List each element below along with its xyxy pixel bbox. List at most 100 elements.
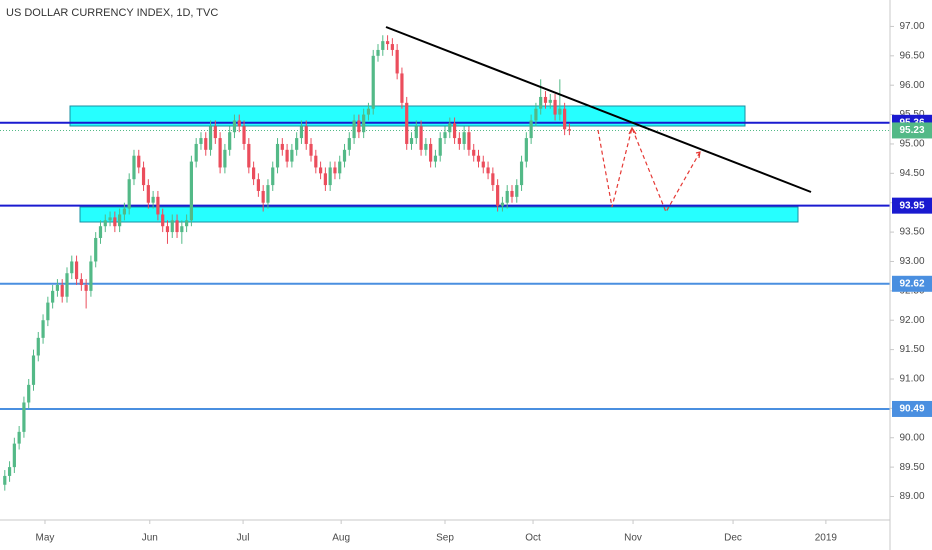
candle-body [400, 73, 404, 103]
candle-body [429, 143, 433, 162]
support-zone [79, 206, 799, 223]
candle-body [218, 138, 222, 168]
level-tag [892, 197, 932, 214]
candle-body [476, 155, 481, 162]
candle-body [228, 132, 232, 150]
candle-body [510, 190, 514, 197]
candle-body [314, 155, 318, 168]
candle-body [199, 138, 203, 144]
candle-body [328, 167, 332, 186]
candle-body [500, 202, 505, 206]
candle-body [433, 155, 438, 162]
x-tick-label: Nov [624, 533, 642, 544]
candle-body [381, 41, 385, 50]
candle-body [151, 196, 155, 203]
candle-body [237, 120, 241, 127]
y-tick-label: 93.00 [899, 256, 924, 267]
projection-path [597, 126, 701, 214]
candle-body [304, 126, 308, 144]
candle-body [189, 161, 193, 221]
candle-body [376, 49, 380, 56]
y-tick-label: 89.00 [899, 491, 924, 502]
candle-body [543, 96, 548, 103]
candle-body [352, 120, 356, 139]
candle-body [414, 126, 418, 139]
x-tick-label: Oct [525, 533, 541, 544]
candle-body [180, 226, 184, 233]
candle-body [496, 185, 500, 206]
candle-body [539, 96, 543, 109]
candle-body [452, 123, 457, 139]
y-tick-label: 97.00 [899, 21, 924, 32]
candle-body [65, 273, 69, 297]
y-tick-label: 94.50 [899, 168, 924, 179]
candle-body [318, 167, 323, 174]
candle-body [390, 44, 394, 50]
candle-body [98, 226, 103, 238]
candle-body [481, 161, 485, 168]
candle-body [156, 196, 160, 215]
candle-body [534, 108, 538, 121]
x-tick-label: Jun [142, 533, 158, 544]
y-tick-label: 96.50 [899, 50, 924, 61]
candle-body [41, 320, 45, 338]
candle-body [127, 179, 131, 209]
candle-body [567, 129, 572, 131]
candle-body [424, 143, 428, 150]
candle-body [457, 138, 461, 144]
candle-body [108, 217, 112, 221]
candle-body [7, 467, 12, 476]
candle-body [548, 99, 552, 103]
projection-arrows [628, 126, 701, 159]
candle-body [89, 261, 93, 291]
candle-body [146, 185, 150, 203]
candle-body [295, 138, 299, 150]
level-label: 92.62 [899, 278, 924, 289]
x-tick-label: May [36, 533, 55, 544]
y-tick-label: 95.00 [899, 139, 924, 150]
candle-body [275, 143, 280, 168]
y-tick-label: 90.00 [899, 432, 924, 443]
x-tick-label: Sep [436, 533, 454, 544]
candle-body [60, 284, 64, 297]
candle-body [118, 214, 122, 227]
x-tick-label: Aug [332, 533, 350, 544]
candle-body [165, 226, 170, 233]
candle-body [448, 123, 452, 133]
candle-body [405, 102, 409, 144]
candle-body [94, 237, 98, 262]
candle-body [252, 167, 256, 180]
x-tick-label: Dec [724, 533, 742, 544]
candle-body [3, 475, 7, 485]
candle-body [515, 185, 519, 197]
candle-body [113, 217, 117, 227]
candle-body [74, 261, 79, 280]
candle-body [472, 149, 476, 156]
candles [3, 35, 572, 491]
candle-body [36, 337, 40, 356]
candle-body [12, 443, 16, 468]
candle-body [194, 143, 198, 162]
candle-body [553, 99, 557, 115]
y-tick-label: 91.50 [899, 344, 924, 355]
candle-body [491, 173, 495, 186]
candle-body [27, 384, 31, 403]
candle-body [185, 220, 189, 227]
candle-body [137, 155, 141, 168]
last-price-tag [892, 122, 932, 139]
candle-body [385, 41, 390, 45]
candle-body [46, 302, 50, 321]
candle-body [141, 167, 146, 186]
candle-body [342, 149, 347, 162]
candle-body [266, 185, 270, 203]
candle-body [409, 138, 414, 144]
candle-body [204, 138, 208, 150]
trend-line [385, 26, 812, 193]
candle-body [280, 143, 284, 150]
candle-body [51, 290, 55, 303]
y-tick-label: 96.00 [899, 80, 924, 91]
candle-body [438, 138, 442, 156]
candle-body [558, 108, 562, 115]
